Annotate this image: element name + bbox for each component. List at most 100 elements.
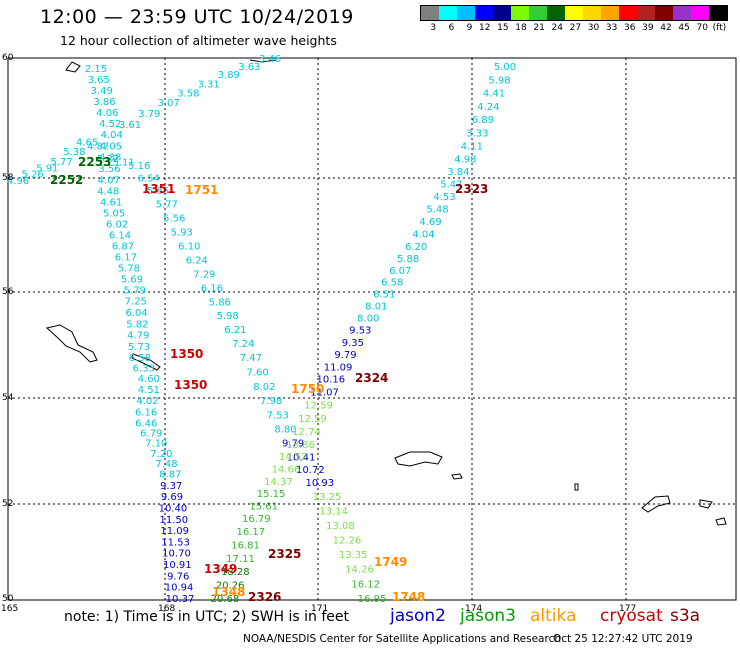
swh-value: 5.98 <box>488 75 510 86</box>
swh-value: 6.16 <box>201 284 223 295</box>
scale-label: 36 <box>624 23 636 33</box>
lon-label: 168 <box>158 604 175 614</box>
swh-value: 6.17 <box>115 252 137 263</box>
swh-value: 3.58 <box>177 88 199 99</box>
swh-value: 4.04 <box>101 130 123 141</box>
swh-value: 5.26 <box>21 170 43 181</box>
swh-value: 4.69 <box>419 217 441 228</box>
scale-swatch <box>475 6 493 20</box>
scale-label: 30 <box>587 23 600 33</box>
footer-credit: NOAA/NESDIS Center for Satellite Applica… <box>243 633 561 645</box>
island-aleutian-1 <box>699 499 713 509</box>
swh-value: 5.79 <box>124 285 146 296</box>
swh-value: 3.07 <box>157 98 179 109</box>
swh-value: 5.78 <box>118 263 140 274</box>
track-label: 2252 <box>50 173 83 187</box>
scale-swatch <box>565 6 583 20</box>
swh-value: 4.98 <box>454 154 476 165</box>
pass-label: 1351 <box>142 182 175 196</box>
lat-label: 54 <box>2 393 14 403</box>
lat-label: 50 <box>2 594 14 604</box>
swh-value: 5.22 <box>97 154 119 165</box>
swh-value: 5.00 <box>494 62 516 73</box>
swh-value: 3.31 <box>197 79 219 90</box>
island-fox-group <box>641 495 671 513</box>
swh-value: 6.02 <box>106 220 128 231</box>
swh-value: 3.86 <box>93 97 115 108</box>
scale-swatch <box>493 6 511 20</box>
swh-value: 12.59 <box>304 401 333 412</box>
swh-value: 3.46 <box>259 54 281 65</box>
track-2323: 5.00 5.98 4.41 4.24 6.89 3.33 4.114.98 3.845.47… <box>211 62 516 605</box>
scale-label: 18 <box>515 23 527 33</box>
scale-label: 33 <box>605 23 618 33</box>
swh-value: 10.70 <box>162 549 191 560</box>
swh-value: 15.61 <box>249 502 278 513</box>
scale-label: 42 <box>660 23 672 33</box>
swh-value: 7.60 <box>246 367 268 378</box>
swh-value: 4.11 <box>461 142 483 153</box>
scale-swatch <box>583 6 601 20</box>
swh-value: 10.93 <box>305 478 334 489</box>
scale-label: 12 <box>479 23 491 33</box>
swh-value: 4.79 <box>127 331 149 342</box>
swh-value: 14.52 <box>279 452 308 463</box>
swh-value: 5.88 <box>397 254 419 265</box>
legend-jason3: jason3 <box>460 606 516 626</box>
swh-value: 9.69 <box>161 492 183 503</box>
lon-label: 165 <box>1 604 18 614</box>
swh-value: 13.25 <box>313 492 342 503</box>
swh-value: 7.24 <box>232 339 254 350</box>
map-subtitle: 12 hour collection of altimeter wave hei… <box>60 33 337 48</box>
color-scale-legend: 3 6 9 12 15 18 21 24 27 30 33 36 39 42 45 70 (ft) <box>420 5 728 35</box>
swh-value: 5.56 <box>163 214 185 225</box>
scale-swatch <box>601 6 619 20</box>
swh-value: 4.60 <box>138 374 160 385</box>
swh-value: 4.48 <box>97 187 119 198</box>
swh-value: 4.38 <box>99 153 121 164</box>
track-upper: 3.463.633.893.313.583.073.793.61 <box>119 54 281 131</box>
swh-value: 16.12 <box>351 579 380 590</box>
swh-value: 5.69 <box>121 274 143 285</box>
swh-value: 5.93 <box>171 228 193 239</box>
swh-value: 11.07 <box>310 388 339 399</box>
swh-value: 3.49 <box>91 86 113 97</box>
scale-swatch <box>529 6 547 20</box>
swh-value: 5.05 <box>103 209 125 220</box>
swh-value: 16.81 <box>231 540 260 551</box>
swh-value: 4.05 <box>100 141 122 152</box>
swh-value: 9.76 <box>167 571 189 582</box>
swh-value: 20.26 <box>216 581 245 592</box>
swh-value: 16.79 <box>242 514 271 525</box>
swh-value: 6.58 <box>381 278 403 289</box>
swh-value: 5.48 <box>426 205 448 216</box>
scale-swatch <box>637 6 655 20</box>
pass-label: 1350 <box>174 378 207 392</box>
lat-label: 56 <box>2 287 14 297</box>
swh-value: 6.46 <box>135 418 157 429</box>
track-2253: 2.153.653.493.864.064.524.044.054.383.56… <box>78 64 194 605</box>
swh-value: 4.41 <box>483 89 505 100</box>
swh-value: 6.89 <box>472 115 494 126</box>
swh-value: 6.10 <box>178 242 200 253</box>
swh-value: 7.47 <box>240 353 262 364</box>
swh-value: 10.91 <box>163 560 192 571</box>
swh-value: 9.79 <box>282 439 304 450</box>
swh-value: 8.00 <box>357 314 379 325</box>
altimeter-tracks: 4.965.265.915.775.384.654.875.225.115.16… <box>7 54 516 605</box>
swh-value: 4.96 <box>7 176 29 187</box>
scale-swatch <box>691 6 709 20</box>
lon-label: 177 <box>619 604 636 614</box>
swh-value: 6.04 <box>125 308 147 319</box>
swh-value: 5.65 <box>147 186 169 197</box>
swh-value: 6.24 <box>186 256 208 267</box>
swh-value: 13.14 <box>319 507 348 518</box>
legend-jason2: jason2 <box>390 606 446 626</box>
swh-value: 6.21 <box>224 325 246 336</box>
swh-value: 14.37 <box>264 477 293 488</box>
lat-label: 52 <box>2 499 13 509</box>
scale-label: 15 <box>497 23 509 33</box>
swh-value: 20.68 <box>211 594 240 605</box>
scale-label: 3 <box>430 23 437 33</box>
